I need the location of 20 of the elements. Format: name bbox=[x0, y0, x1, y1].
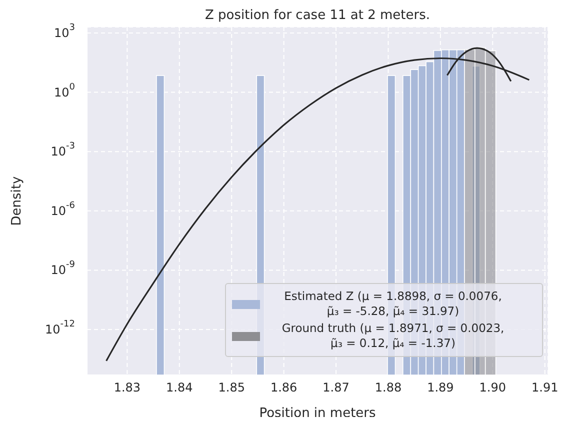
legend-label: Ground truth (μ = 1.8971, σ = 0.0023, μ̃₃ = 0.12, μ̃₄ = -1.37) bbox=[280, 321, 506, 351]
chart-title: Z position for case 11 at 2 meters. bbox=[204, 8, 431, 23]
x-tick-label: 1.89 bbox=[427, 380, 454, 395]
y-tick-label: 10$^{3}$ bbox=[54, 22, 75, 40]
x-tick-label: 1.85 bbox=[218, 380, 245, 395]
y-tick-label: 10$^{-9}$ bbox=[50, 260, 76, 278]
legend-label: Estimated Z (μ = 1.8898, σ = 0.0076, μ̃₃ = -5.28, μ̃₄ = 31.97) bbox=[283, 289, 503, 319]
x-tick-label: 1.90 bbox=[479, 380, 506, 395]
y-tick-label: 10$^{-12}$ bbox=[45, 320, 75, 337]
x-tick-label: 1.86 bbox=[270, 380, 298, 395]
y-tick-label: 10$^{-6}$ bbox=[50, 200, 76, 218]
x-tick-label: 1.87 bbox=[322, 380, 350, 395]
x-tick-label: 1.83 bbox=[114, 380, 141, 395]
x-tick-label: 1.84 bbox=[166, 380, 193, 395]
x-tick-label: 1.88 bbox=[374, 380, 402, 395]
y-tick-label: 10$^{0}$ bbox=[54, 82, 76, 100]
y-axis-title: Density bbox=[10, 176, 25, 226]
x-axis-title: Position in meters bbox=[259, 406, 376, 421]
y-tick-label: 10$^{-3}$ bbox=[50, 142, 75, 159]
x-tick-label: 1.91 bbox=[532, 380, 558, 395]
